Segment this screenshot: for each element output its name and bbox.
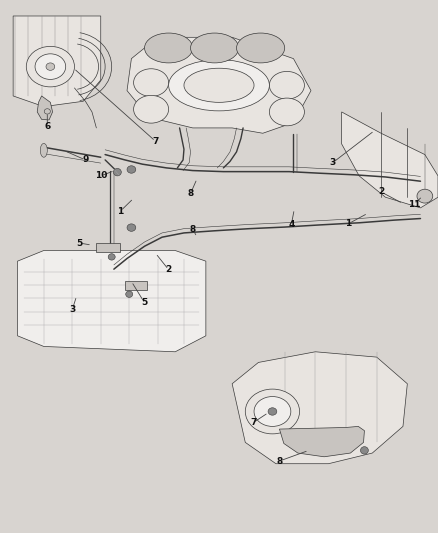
Ellipse shape: [269, 98, 304, 126]
Text: 4: 4: [288, 221, 294, 229]
Ellipse shape: [134, 95, 169, 123]
Ellipse shape: [268, 408, 277, 415]
Text: 2: 2: [166, 265, 172, 274]
Text: 5: 5: [141, 298, 148, 307]
Ellipse shape: [269, 71, 304, 99]
Text: 9: 9: [82, 156, 88, 164]
Ellipse shape: [40, 143, 47, 157]
Text: 5: 5: [77, 239, 83, 247]
Text: 3: 3: [330, 158, 336, 167]
Polygon shape: [18, 251, 206, 352]
Polygon shape: [37, 96, 53, 120]
Text: 2: 2: [378, 188, 384, 196]
Text: 8: 8: [190, 225, 196, 233]
Ellipse shape: [184, 68, 254, 102]
Ellipse shape: [113, 168, 121, 176]
Ellipse shape: [127, 224, 136, 231]
Text: 10: 10: [95, 172, 107, 180]
Ellipse shape: [145, 33, 193, 63]
Ellipse shape: [237, 33, 285, 63]
Text: 6: 6: [44, 123, 50, 131]
Ellipse shape: [126, 291, 133, 297]
Ellipse shape: [26, 46, 74, 87]
Ellipse shape: [127, 166, 136, 173]
Polygon shape: [342, 112, 438, 208]
Polygon shape: [279, 426, 364, 457]
Ellipse shape: [134, 69, 169, 96]
Ellipse shape: [35, 54, 66, 79]
Text: 8: 8: [187, 189, 194, 198]
Text: 11: 11: [408, 200, 420, 208]
Ellipse shape: [245, 389, 300, 434]
Polygon shape: [127, 37, 311, 133]
Text: 1: 1: [345, 220, 351, 228]
Text: 3: 3: [69, 305, 75, 314]
Ellipse shape: [108, 254, 115, 260]
Text: 8: 8: [276, 457, 283, 465]
Ellipse shape: [360, 447, 368, 454]
Ellipse shape: [254, 397, 291, 426]
Bar: [125, 281, 147, 290]
Text: 7: 7: [152, 137, 159, 146]
Polygon shape: [13, 16, 101, 107]
Text: 1: 1: [117, 207, 124, 215]
Polygon shape: [232, 352, 407, 464]
Text: 7: 7: [250, 418, 256, 427]
Bar: [96, 243, 120, 252]
Ellipse shape: [191, 33, 239, 63]
Ellipse shape: [417, 189, 433, 203]
Ellipse shape: [46, 63, 55, 70]
Ellipse shape: [169, 60, 269, 111]
Ellipse shape: [44, 109, 50, 114]
